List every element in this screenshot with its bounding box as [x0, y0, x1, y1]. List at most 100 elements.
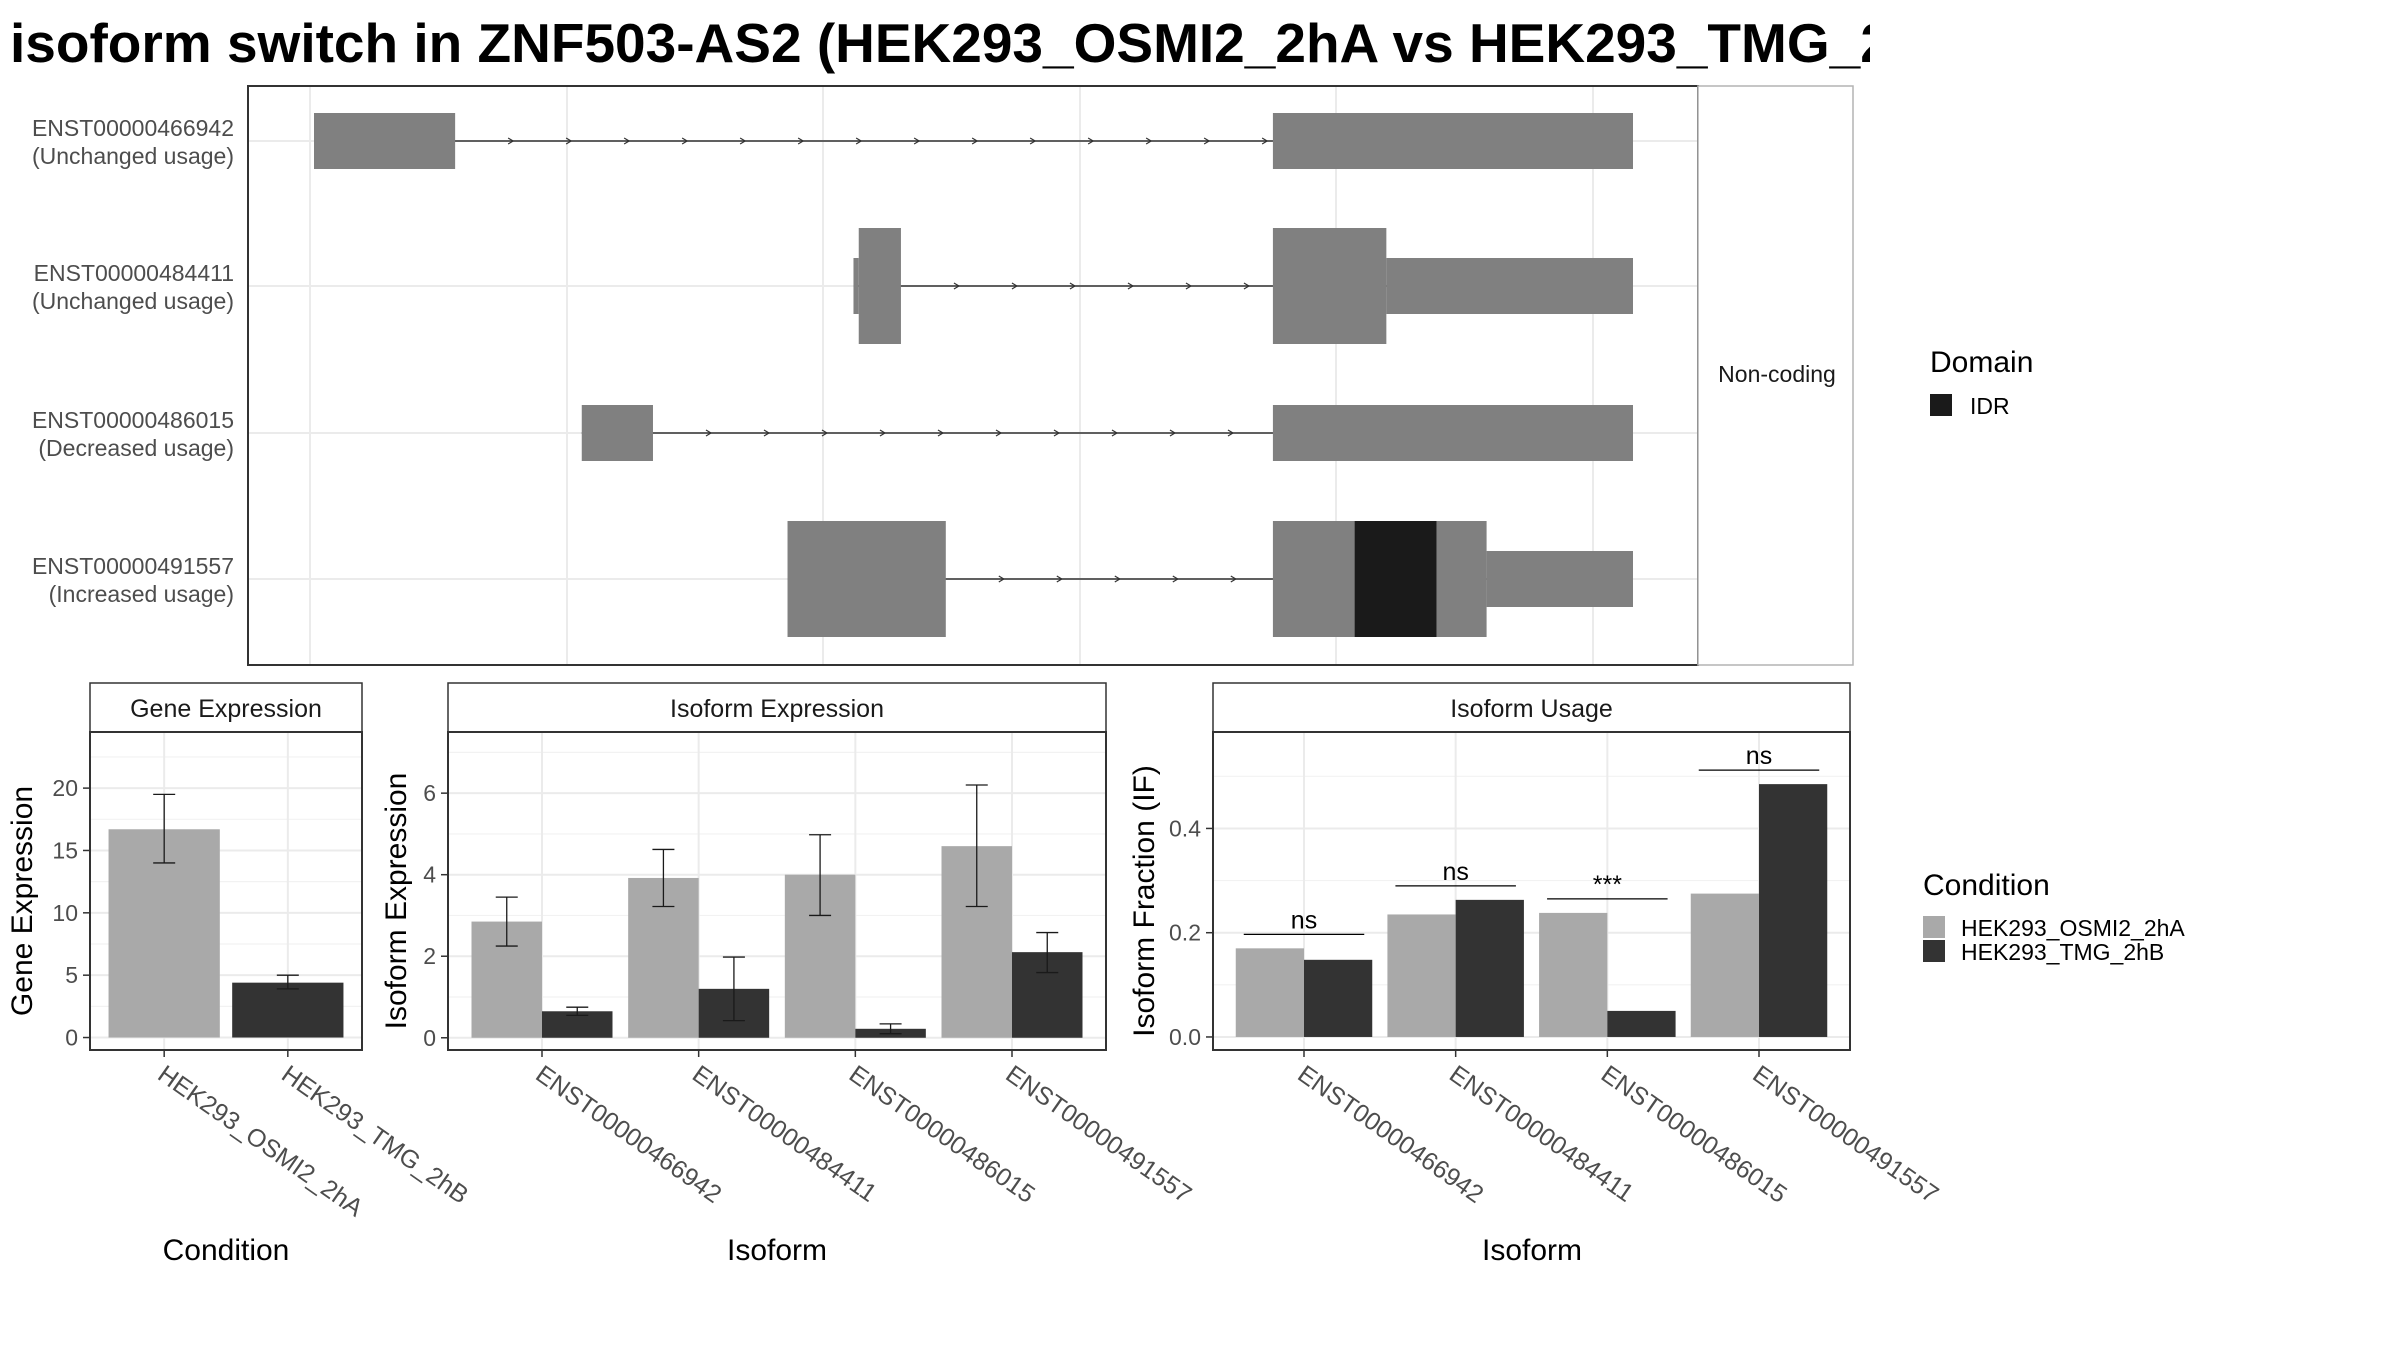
y-tick-label: 6 — [423, 780, 436, 806]
panel-strip-title: Isoform Expression — [670, 695, 884, 723]
intron-direction-arrow — [1127, 282, 1135, 290]
exon-block — [314, 113, 456, 169]
intron-direction-arrow — [1145, 137, 1153, 145]
condition-legend-swatch-b — [1923, 940, 1945, 962]
bar — [1539, 912, 1608, 1037]
isoform-usage-status-label: (Unchanged usage) — [32, 288, 234, 314]
significance-label: ns — [1291, 906, 1317, 934]
idr-legend-swatch — [1930, 394, 1952, 416]
bar — [1759, 784, 1828, 1037]
panel-strip-title: Isoform Usage — [1450, 695, 1613, 723]
y-tick-label: 10 — [52, 900, 78, 926]
intron-direction-arrow — [1185, 282, 1193, 290]
intron-direction-arrow — [855, 137, 863, 145]
intron-direction-arrow — [913, 137, 921, 145]
intron-direction-arrow — [1114, 575, 1121, 583]
isoform-usage-status-label: (Increased usage) — [49, 581, 234, 607]
x-axis-title: Isoform — [727, 1234, 827, 1267]
exon-block — [1272, 405, 1633, 461]
intron-direction-arrow — [739, 137, 747, 145]
bar — [1455, 899, 1524, 1037]
intron-direction-arrow — [1069, 282, 1077, 290]
panel-strip-title: Gene Expression — [130, 695, 322, 723]
domain-legend-title: Domain — [1930, 346, 2033, 379]
intron-direction-arrow — [1243, 282, 1251, 290]
y-tick-label: 0 — [65, 1025, 78, 1051]
intron-direction-arrow — [821, 429, 829, 437]
panel-strip — [89, 682, 363, 733]
intron-direction-arrow — [1261, 137, 1269, 145]
condition-legend-label-b: HEK293_TMG_2hB — [1961, 939, 2164, 965]
intron-direction-arrow — [879, 429, 887, 437]
panel-border — [1212, 731, 1851, 1051]
significance-label: *** — [1593, 871, 1622, 899]
isoform-id-label: ENST00000491557 — [32, 553, 234, 579]
significance-label: ns — [1746, 742, 1772, 770]
y-tick-label: 20 — [52, 775, 78, 801]
exon-block — [1486, 551, 1633, 607]
x-axis-title: Isoform — [1482, 1234, 1582, 1267]
intron-direction-arrow — [1227, 429, 1235, 437]
intron-direction-arrow — [1172, 575, 1179, 583]
intron-direction-arrow — [1053, 429, 1061, 437]
intron-direction-arrow — [971, 137, 979, 145]
facet-strip-noncoding — [1697, 85, 1854, 666]
intron-direction-arrow — [1203, 137, 1211, 145]
intron-direction-arrow — [1011, 282, 1019, 290]
intron-direction-arrow — [763, 429, 771, 437]
exon-block — [1272, 228, 1387, 344]
intron-direction-arrow — [797, 137, 805, 145]
intron-direction-arrow — [705, 429, 713, 437]
condition-legend-title: Condition — [1923, 869, 2050, 902]
intron-direction-arrow — [1029, 137, 1037, 145]
panel-strip — [447, 682, 1107, 733]
bar — [108, 829, 220, 1038]
intron-direction-arrow — [937, 429, 945, 437]
isoform-id-label: ENST00000466942 — [32, 115, 234, 141]
exon-block — [581, 405, 653, 461]
y-tick-label: 0 — [423, 1025, 436, 1051]
intron-direction-arrow — [1056, 575, 1063, 583]
y-tick-label: 2 — [423, 943, 436, 969]
intron-direction-arrow — [681, 137, 689, 145]
y-axis-title: Gene Expression — [6, 786, 39, 1016]
y-tick-label: 5 — [65, 962, 78, 988]
bar — [1690, 893, 1759, 1037]
intron-direction-arrow — [507, 137, 515, 145]
isoform-id-label: ENST00000484411 — [34, 260, 234, 286]
exon-block — [787, 521, 946, 637]
bar — [1607, 1010, 1676, 1037]
intron-direction-arrow — [1111, 429, 1119, 437]
y-tick-label: 0.0 — [1169, 1024, 1201, 1050]
condition-legend-label-a: HEK293_OSMI2_2hA — [1961, 915, 2185, 941]
facet-strip-label: Non-coding — [1718, 361, 1836, 387]
intron-direction-arrow — [953, 282, 961, 290]
exon-block — [858, 228, 901, 344]
x-tick-label: HEK293_OSMI2_2hA — [153, 1060, 369, 1223]
intron-direction-arrow — [565, 137, 573, 145]
condition-legend-swatch-a — [1923, 916, 1945, 938]
intron-direction-arrow — [1230, 575, 1237, 583]
isoform-usage-status-label: (Unchanged usage) — [32, 143, 234, 169]
intron-direction-arrow — [1087, 137, 1095, 145]
exon-block — [853, 258, 859, 314]
y-axis-title: Isoform Fraction (IF) — [1128, 765, 1161, 1037]
bar — [232, 982, 344, 1038]
intron-direction-arrow — [998, 575, 1005, 583]
intron-direction-arrow — [623, 137, 631, 145]
x-axis-title: Condition — [163, 1234, 290, 1267]
idr-domain-block — [1354, 521, 1437, 637]
significance-label: ns — [1442, 858, 1468, 886]
y-tick-label: 0.2 — [1169, 920, 1201, 946]
panel-border — [89, 731, 363, 1051]
intron-direction-arrow — [995, 429, 1003, 437]
y-tick-label: 0.4 — [1169, 815, 1201, 841]
intron-direction-arrow — [1169, 429, 1177, 437]
y-tick-label: 15 — [52, 837, 78, 863]
y-tick-label: 4 — [423, 862, 436, 888]
exon-block — [1272, 113, 1633, 169]
panel-border — [447, 731, 1107, 1051]
figure-title: isoform switch in ZNF503-AS2 (HEK293_OSM… — [10, 12, 1870, 74]
idr-legend-label: IDR — [1970, 393, 2010, 419]
